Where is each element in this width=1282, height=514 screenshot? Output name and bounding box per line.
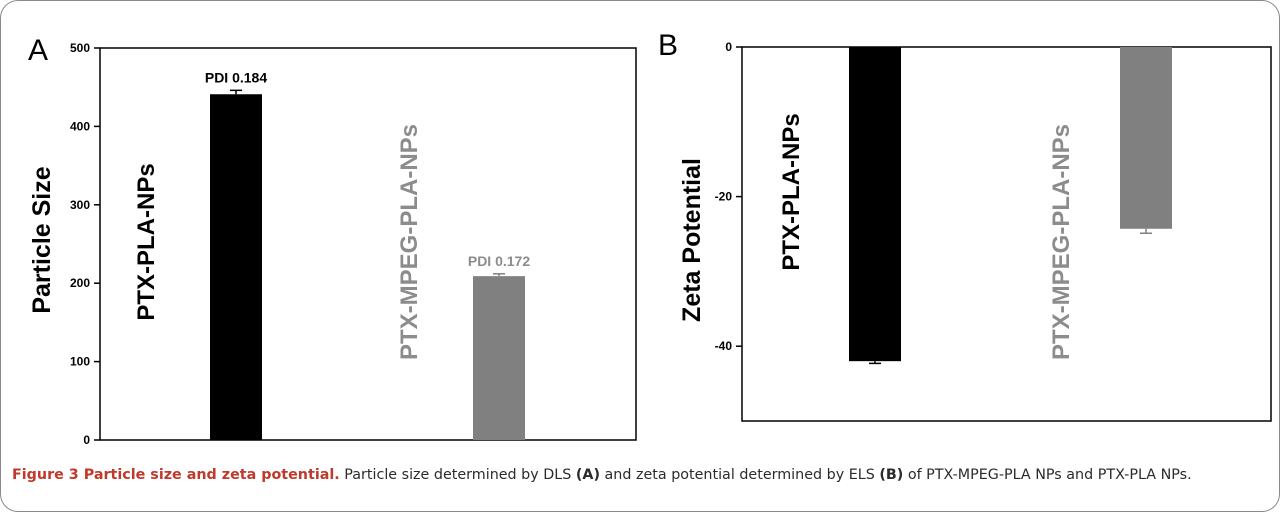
caption-text-1: Particle size determined by DLS: [339, 467, 576, 483]
caption-title: Figure 3 Particle size and zeta potentia…: [12, 467, 340, 483]
panel-a-category-label: PTX-PLA-NPs: [133, 163, 160, 320]
panel-a-y-axis-label: Particle Size: [28, 166, 56, 313]
panel-b-category-label: PTX-MPEG-PLA-NPs: [1048, 124, 1075, 360]
panel-a-plot-area: 0 100 200 300 400 500 PDI 0.184 PTX-PLA-NPs PDI …: [70, 41, 637, 447]
caption-text-3: of PTX-MPEG-PLA NPs and PTX-PLA NPs.: [903, 467, 1192, 483]
panel-b-axes-frame: [741, 46, 1272, 422]
panel-b-y-tick-label: -20: [715, 190, 733, 204]
panel-b-bar: [849, 47, 901, 362]
figure-caption: Figure 3 Particle size and zeta potentia…: [12, 464, 1270, 486]
panel-b-plot-area: -40 -20 0 PTX-PLA-NPs PTX-MPEG-PLA-NPs: [715, 40, 1272, 422]
panel-b-y-axis-label: Zeta Potential: [678, 158, 706, 322]
caption-ref-b: (B): [879, 467, 904, 483]
panel-a-y-tick-label: 0: [83, 433, 90, 447]
panel-a-y-tick-label: 400: [70, 119, 90, 133]
caption-text-2: and zeta potential determined by ELS: [600, 467, 880, 483]
panel-a-pdi-label: PDI 0.172: [468, 253, 530, 269]
panel-a-pdi-label: PDI 0.184: [205, 69, 267, 85]
panel-b-y-tick-label: 0: [725, 40, 732, 54]
panel-b-y-tick-label: -40: [715, 339, 733, 353]
panel-a-particle-size-chart: A Particle Size 0 100 200 300 400 500 PDI 0.18…: [28, 34, 637, 447]
panel-b-label: B: [658, 29, 678, 62]
panel-a-y-tick-label: 100: [70, 355, 90, 369]
panel-a-axes-frame: [99, 47, 637, 441]
panel-b-zeta-potential-chart: B Zeta Potential -40 -20 0 PTX-PLA-NPs PTX-M…: [658, 29, 1272, 422]
panel-b-category-label: PTX-PLA-NPs: [778, 113, 805, 270]
panel-a-bar: [210, 94, 262, 441]
panel-a-y-tick-label: 200: [70, 276, 90, 290]
panel-a-category-label: PTX-MPEG-PLA-NPs: [396, 124, 423, 360]
panel-b-bar: [1120, 47, 1172, 229]
panel-a-label: A: [28, 34, 48, 67]
panel-a-bar: [473, 276, 525, 440]
panel-a-y-tick-label: 500: [70, 41, 90, 55]
panel-a-y-tick-label: 300: [70, 198, 90, 212]
caption-ref-a: (A): [575, 467, 600, 483]
